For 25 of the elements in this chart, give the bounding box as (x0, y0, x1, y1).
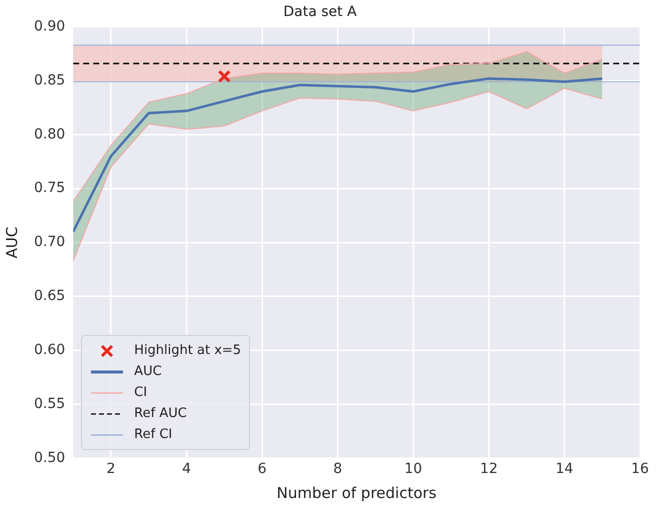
y-tick-label: 0.50 (34, 450, 66, 466)
y-axis-title: AUC (2, 226, 21, 258)
y-tick-label: 0.80 (34, 126, 66, 142)
x-tick-label: 8 (333, 461, 342, 478)
x-tick-label: 12 (480, 461, 498, 478)
x-tick-label: 16 (631, 461, 649, 478)
y-tick-label: 0.60 (34, 342, 66, 358)
legend-label: CI (134, 385, 148, 400)
legend-label: Highlight at x=5 (134, 343, 242, 358)
legend-label: AUC (134, 364, 162, 380)
legend-label: Ref CI (134, 427, 172, 442)
x-axis-title: Number of predictors (276, 484, 437, 502)
legend-label: Ref AUC (134, 406, 187, 422)
y-tick-label: 0.90 (34, 18, 66, 34)
y-tick-label: 0.75 (34, 180, 66, 196)
y-tick-label: 0.65 (34, 288, 66, 304)
x-tick-label: 2 (106, 461, 116, 478)
chart-title: Data set A (283, 4, 358, 20)
x-tick-label: 6 (258, 461, 267, 478)
y-tick-label: 0.70 (34, 234, 66, 250)
x-tick-label: 10 (404, 461, 422, 478)
x-tick-label: 4 (182, 461, 192, 478)
y-tick-label: 0.85 (34, 72, 66, 88)
y-tick-label: 0.55 (34, 396, 66, 412)
x-tick-label: 14 (556, 461, 574, 478)
